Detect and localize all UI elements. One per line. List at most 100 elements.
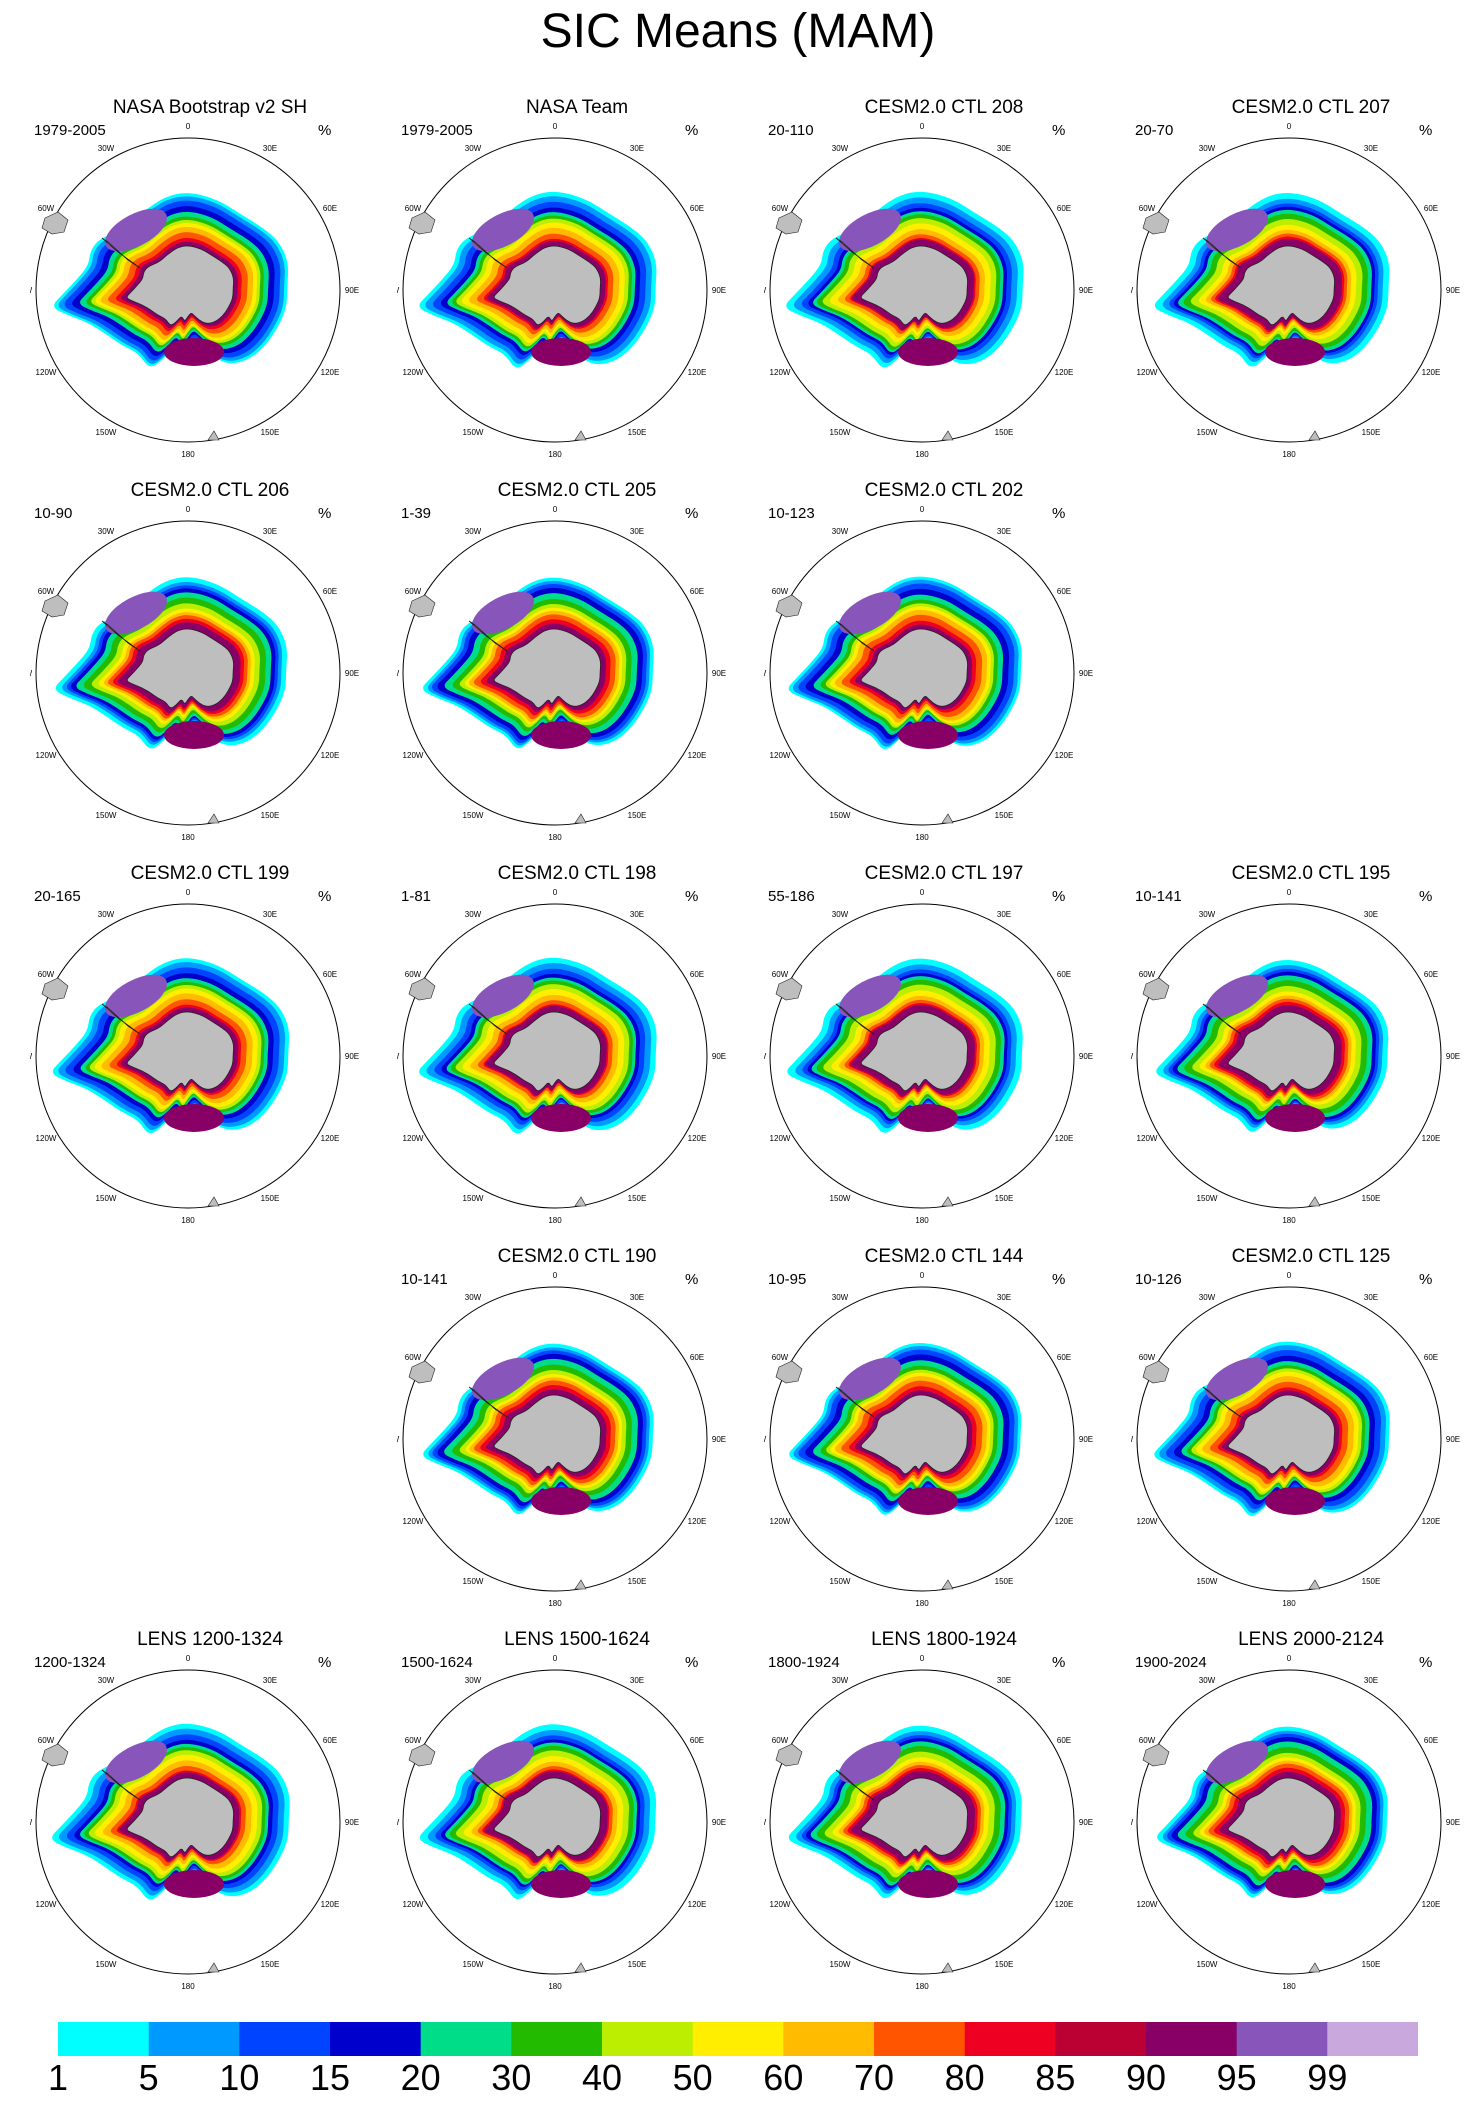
longitude-label: 150E [995, 1577, 1014, 1586]
longitude-label: 30W [1199, 1293, 1216, 1302]
new-zealand-landmass [941, 1579, 954, 1590]
longitude-label: 60W [405, 587, 422, 596]
longitude-label: 90E [345, 669, 359, 678]
polar-map: 0 30E 60E 90E 120E 150E 180 150W 120W 90W 60W 30W [397, 1271, 726, 1608]
sic-high-patch [531, 338, 591, 366]
longitude-label: 60W [1139, 1353, 1156, 1362]
longitude-label: 150E [628, 1960, 647, 1969]
longitude-label: 30W [1199, 1676, 1216, 1685]
longitude-label: 120W [770, 751, 791, 760]
longitude-label: 30W [98, 527, 115, 536]
colorbar-label: 30 [491, 2057, 532, 2098]
longitude-label: 150W [1197, 1577, 1218, 1586]
longitude-label: 0 [920, 1654, 925, 1663]
map-panel: 0 30E 60E 90E 120E 150E 180 150W 120W 90W 60W 30W CE… [397, 862, 757, 1232]
panel-title: LENS 1800-1924 [871, 1629, 1017, 1650]
longitude-label: 30W [832, 1676, 849, 1685]
longitude-label: 150E [1362, 428, 1381, 437]
longitude-label: 90E [345, 1052, 359, 1061]
map-panel: 0 30E 60E 90E 120E 150E 180 150W 120W 90W 60W 30W LE… [764, 1628, 1124, 1998]
longitude-label: 120E [321, 1900, 340, 1909]
longitude-label: 0 [920, 122, 925, 131]
colorbar-label: 95 [1216, 2057, 1257, 2098]
longitude-label: 30W [465, 144, 482, 153]
longitude-label: 180 [548, 833, 562, 842]
longitude-label: 90W [764, 1435, 767, 1444]
polar-map: 0 30E 60E 90E 120E 150E 180 150W 120W 90W 60W 30W [1131, 888, 1460, 1225]
south-america-landmass [408, 594, 436, 618]
longitude-label: 120W [36, 751, 57, 760]
panel-year-range: 1-81 [401, 888, 432, 905]
longitude-label: 30E [1364, 1676, 1378, 1685]
longitude-label: 0 [186, 1654, 191, 1663]
longitude-label: 30E [263, 144, 277, 153]
panel-unit: % [1052, 122, 1066, 139]
longitude-label: 150E [1362, 1960, 1381, 1969]
longitude-label: 60E [1424, 1736, 1438, 1745]
longitude-label: 150W [463, 1960, 484, 1969]
longitude-label: 120W [770, 368, 791, 377]
longitude-label: 60W [772, 587, 789, 596]
colorbar-segment [692, 2022, 784, 2056]
longitude-label: 180 [181, 450, 195, 459]
polar-map: 0 30E 60E 90E 120E 150E 180 150W 120W 90W 60W 30W [764, 122, 1093, 459]
antarctica-landmass [493, 245, 601, 326]
antarctic-peninsula [835, 1003, 875, 1035]
sic-high-patch [1265, 338, 1325, 366]
panel-year-range: 10-141 [401, 1271, 448, 1288]
new-zealand-landmass [1308, 430, 1321, 441]
map-panel: 0 30E 60E 90E 120E 150E 180 150W 120W 90W 60W 30W CE… [1131, 96, 1476, 466]
south-america-landmass [1142, 977, 1170, 1001]
new-zealand-landmass [574, 813, 587, 824]
longitude-label: 60W [38, 204, 55, 213]
longitude-label: 150W [830, 811, 851, 820]
colorbar-segment [964, 2022, 1056, 2056]
polar-map: 0 30E 60E 90E 120E 150E 180 150W 120W 90W 60W 30W [1131, 122, 1460, 459]
antarctic-peninsula [1202, 1386, 1242, 1418]
sic-high-patch [472, 208, 534, 252]
sic-high-patch [1206, 1357, 1268, 1401]
longitude-label: 120W [770, 1900, 791, 1909]
longitude-label: 0 [553, 505, 558, 514]
longitude-label: 30W [98, 1676, 115, 1685]
sic-high-patch [839, 591, 901, 635]
longitude-label: 180 [181, 833, 195, 842]
longitude-label: 90W [397, 286, 400, 295]
longitude-label: 90W [397, 1435, 400, 1444]
antarctica-landmass [1227, 1394, 1335, 1475]
colorbar-segment [239, 2022, 331, 2056]
panel-unit: % [318, 888, 332, 905]
longitude-label: 150W [463, 428, 484, 437]
polar-map: 0 30E 60E 90E 120E 150E 180 150W 120W 90W 60W 30W [397, 122, 726, 459]
polar-map: 0 30E 60E 90E 120E 150E 180 150W 120W 90W 60W 30W [1131, 1271, 1460, 1608]
sic-high-patch [531, 1104, 591, 1132]
panel-title: CESM2.0 CTL 190 [497, 1246, 657, 1267]
longitude-label: 30E [997, 144, 1011, 153]
antarctic-peninsula [1202, 1769, 1242, 1801]
colorbar-segment [511, 2022, 603, 2056]
colorbar-label: 70 [853, 2057, 895, 2098]
longitude-label: 150E [628, 1194, 647, 1203]
longitude-label: 0 [1287, 1654, 1292, 1663]
longitude-label: 150E [1362, 1194, 1381, 1203]
longitude-label: 90W [764, 286, 767, 295]
new-zealand-landmass [1308, 1579, 1321, 1590]
longitude-label: 150W [96, 428, 117, 437]
longitude-label: 60E [323, 970, 337, 979]
panel-unit: % [318, 1654, 332, 1671]
longitude-label: 60W [1139, 1736, 1156, 1745]
sic-high-patch [164, 1104, 224, 1132]
longitude-label: 30E [263, 527, 277, 536]
colorbar-segment [783, 2022, 875, 2056]
panel-year-range: 1979-2005 [401, 122, 473, 139]
colorbar-label: 60 [763, 2057, 804, 2098]
colorbar-label: 20 [400, 2057, 441, 2098]
panel-year-range: 55-186 [768, 888, 815, 905]
panel-title: CESM2.0 CTL 198 [497, 863, 657, 884]
longitude-label: 60E [690, 1736, 704, 1745]
panel-year-range: 1500-1624 [401, 1654, 473, 1671]
longitude-label: 120E [1422, 1134, 1441, 1143]
map-panel: 0 30E 60E 90E 120E 150E 180 150W 120W 90W 60W 30W CE… [764, 862, 1124, 1232]
longitude-label: 150W [1197, 1194, 1218, 1203]
panel-unit: % [1419, 1654, 1433, 1671]
